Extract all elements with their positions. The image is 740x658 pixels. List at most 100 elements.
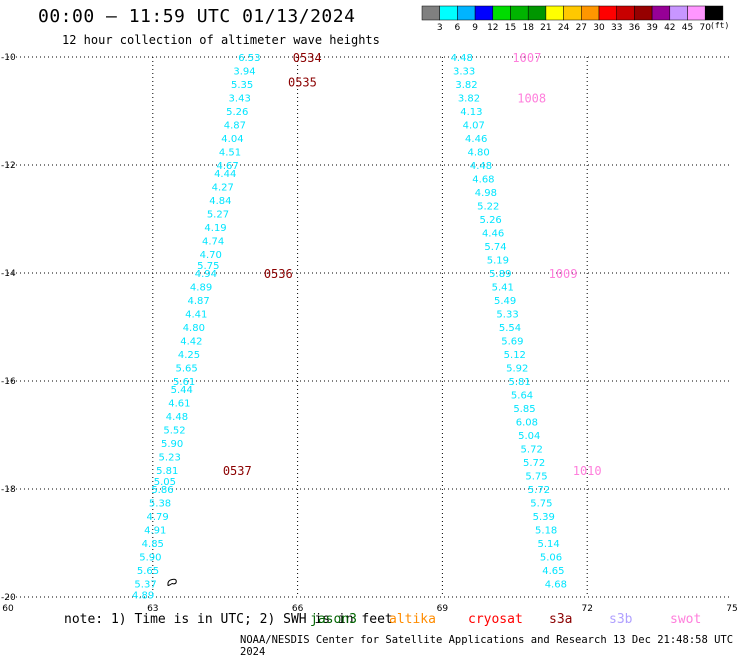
- legend-sat-3: cryosat: [468, 612, 523, 627]
- wave-height-label: 5.75: [525, 472, 547, 483]
- scale-tick-label: 9: [472, 23, 478, 33]
- wave-height-label: 5.72: [521, 445, 543, 456]
- wave-height-label: 4.98: [475, 188, 497, 199]
- legend-sat-1: jason3: [310, 612, 357, 627]
- wave-height-label: 5.41: [492, 283, 514, 294]
- wave-height-label: 4.19: [204, 223, 226, 234]
- pass-time-label: 0535: [288, 75, 317, 89]
- wave-height-label: 5.04: [518, 431, 540, 442]
- wave-height-label: 5.90: [139, 553, 161, 564]
- wave-height-label: 3.43: [229, 94, 251, 105]
- wave-height-label: 4.91: [144, 526, 166, 537]
- wave-height-label: 5.72: [523, 458, 545, 469]
- wave-height-label: 5.44: [171, 385, 193, 396]
- wave-height-label: 4.41: [185, 310, 207, 321]
- x-tick-label: 69: [437, 604, 449, 614]
- scale-swatch: [634, 5, 653, 21]
- scale-tick-label: 15: [505, 23, 516, 33]
- wave-height-label: 6.53: [238, 53, 260, 64]
- wave-height-label: 5.69: [501, 337, 523, 348]
- x-tick-label: 66: [292, 604, 304, 614]
- wave-height-label: 4.61: [168, 399, 190, 410]
- wave-height-label: 5.75: [197, 261, 219, 272]
- y-tick-label: -18: [1, 485, 16, 495]
- wave-height-label: 4.87: [188, 296, 210, 307]
- wave-height-label: 4.27: [212, 183, 234, 194]
- x-tick-label: 60: [2, 604, 14, 614]
- wave-height-label: 5.61: [173, 377, 195, 388]
- scale-swatch: [492, 5, 511, 21]
- wave-height-label: 5.81: [156, 466, 178, 477]
- wave-height-label: 4.67: [216, 161, 238, 172]
- scale-tick-label: 6: [455, 23, 461, 33]
- wave-height-label: 5.14: [537, 539, 559, 550]
- scale-swatch: [598, 5, 617, 21]
- wave-height-label: 4.65: [542, 566, 564, 577]
- wave-height-label: 5.37: [134, 580, 156, 591]
- y-tick-label: -16: [1, 377, 16, 387]
- wave-height-label: 3.33: [453, 67, 475, 78]
- legend-sat-5: s3b: [609, 612, 633, 627]
- scale-tick-label: 24: [558, 23, 570, 33]
- wave-height-label: 4.51: [219, 148, 241, 159]
- footer-note: note: 1) Time is in UTC; 2) SWH is in fe…: [64, 612, 393, 627]
- scale-swatch: [669, 5, 688, 21]
- scale-tick-label: 12: [487, 23, 498, 33]
- scale-swatch: [651, 5, 671, 21]
- wave-height-label: 4.48: [451, 53, 473, 64]
- scale-tick-label: 42: [664, 23, 675, 33]
- x-tick-label: 63: [147, 604, 158, 614]
- wave-height-label: 5.38: [149, 499, 171, 510]
- wave-height-label: 4.79: [146, 512, 168, 523]
- scale-swatch: [457, 5, 476, 21]
- wave-height-label: 5.65: [175, 364, 197, 375]
- legend-sat-6: swot: [670, 612, 702, 627]
- wave-height-label: 5.92: [506, 364, 528, 375]
- wave-height-label: 4.70: [200, 250, 222, 261]
- scale-swatch: [581, 5, 600, 21]
- wave-height-label: 4.80: [183, 323, 205, 334]
- scale-swatch: [527, 5, 547, 21]
- scale-swatch: [687, 5, 706, 21]
- wave-height-label: 4.84: [209, 196, 231, 207]
- scale-swatch: [616, 5, 635, 21]
- wave-height-label: 4.07: [463, 121, 485, 132]
- wave-height-label: 5.26: [226, 107, 248, 118]
- color-scale-unit: (ft): [710, 21, 730, 30]
- wave-height-label: 4.87: [224, 121, 246, 132]
- wave-height-label: 4.25: [178, 350, 200, 361]
- wave-height-label: 6.08: [516, 418, 538, 429]
- wave-height-label: 5.05: [154, 477, 176, 488]
- wave-height-label: 5.89: [489, 269, 511, 280]
- scale-tick-label: 3: [437, 23, 443, 33]
- pass-time-label: 0537: [223, 464, 252, 478]
- wave-height-label: 5.54: [499, 323, 521, 334]
- wave-height-label: 4.46: [482, 229, 504, 240]
- wave-height-label: 4.68: [545, 580, 567, 591]
- wave-height-label: 5.27: [207, 210, 229, 221]
- footer-credit: NOAA/NESDIS Center for Satellite Applica…: [240, 634, 734, 658]
- wave-height-label: 5.65: [137, 566, 159, 577]
- wave-height-label: 5.74: [484, 242, 506, 253]
- wave-height-label: 5.19: [487, 256, 509, 267]
- scale-swatch: [545, 5, 564, 21]
- y-tick-label: -14: [1, 269, 16, 279]
- legend-sat-4: s3a: [549, 612, 573, 627]
- wave-height-label: 4.46: [465, 134, 487, 145]
- scale-tick-label: 70: [699, 23, 711, 33]
- wave-height-label: 4.68: [472, 175, 494, 186]
- wave-height-label: 5.26: [480, 215, 502, 226]
- pass-time-label: 0536: [264, 267, 293, 281]
- chart-title: 00:00 – 11:59 UTC 01/13/2024: [38, 6, 356, 27]
- wave-height-label: 4.44: [214, 169, 236, 180]
- wave-height-label: 5.35: [231, 80, 253, 91]
- wave-height-label: 5.81: [508, 377, 530, 388]
- wave-height-label: 5.90: [161, 439, 183, 450]
- wave-height-label: 5.12: [504, 350, 526, 361]
- wave-height-label: 3.82: [455, 80, 477, 91]
- wave-height-label: 4.13: [460, 107, 482, 118]
- wave-height-label: 5.52: [163, 426, 185, 437]
- pass-time-label: 1010: [573, 464, 602, 478]
- y-tick-label: -20: [1, 593, 16, 603]
